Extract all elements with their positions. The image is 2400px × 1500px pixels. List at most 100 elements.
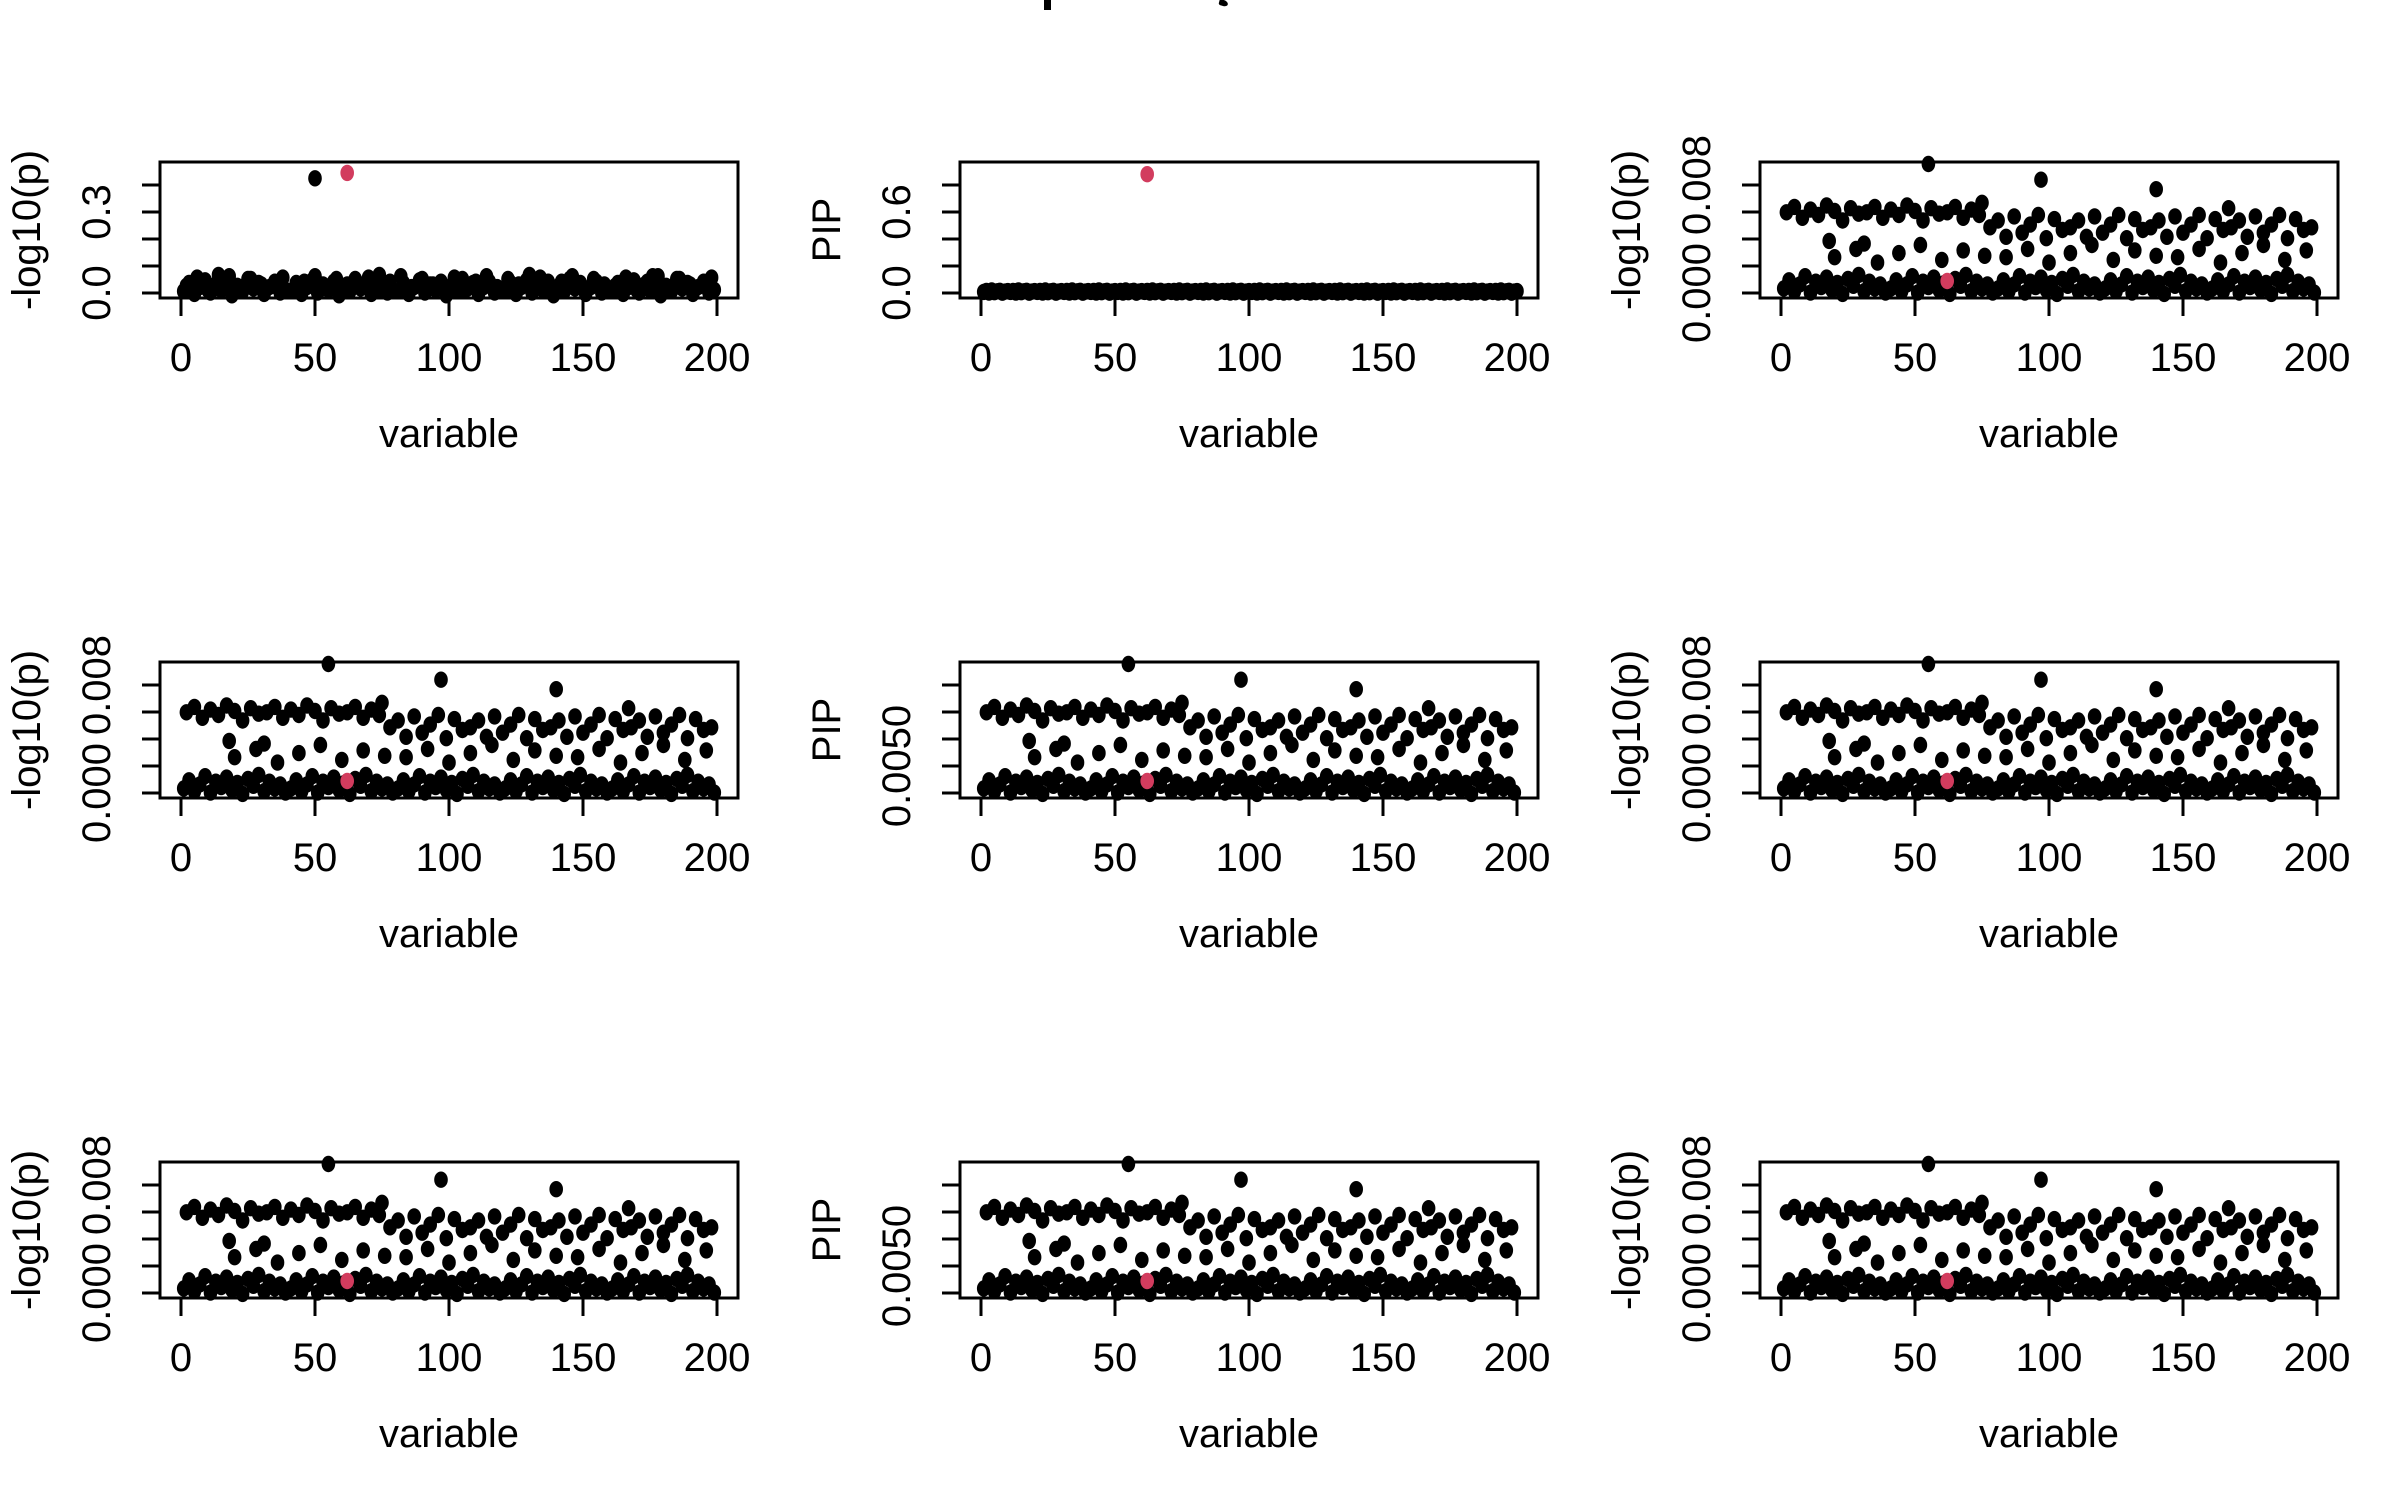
data-point [1921, 155, 1936, 173]
data-point [391, 712, 405, 729]
data-point [351, 277, 365, 294]
data-point [2066, 1266, 2080, 1284]
data-point [1478, 751, 1492, 769]
data-point [2232, 212, 2247, 229]
data-point [1977, 747, 1992, 764]
data-point [420, 1240, 435, 1258]
data-point [1991, 1212, 2005, 1229]
data-point [1341, 1269, 1355, 1286]
data-point [1159, 766, 1173, 784]
data-point [2050, 1285, 2064, 1303]
data-point [1191, 712, 1205, 729]
data-point [2119, 230, 2134, 247]
data-point [479, 268, 494, 285]
data-point [1319, 730, 1334, 747]
data-point [2039, 1230, 2054, 1247]
data-point [1105, 768, 1120, 785]
data-point [2007, 708, 2021, 725]
x-tick-label: 100 [416, 1336, 483, 1380]
data-point [2278, 251, 2292, 269]
data-point [2149, 247, 2163, 264]
data-point [1068, 1198, 1082, 1216]
data-point [2111, 1206, 2126, 1224]
data-point [528, 710, 542, 728]
data-point [2272, 706, 2287, 724]
data-point [678, 751, 692, 769]
data-point [683, 276, 697, 293]
data-point [2304, 1219, 2319, 1236]
data-point [343, 785, 357, 803]
data-point [1464, 785, 1479, 803]
data-point [707, 784, 722, 801]
y-tick-label: 0.0050 [875, 1205, 919, 1327]
y-axis-title: PIP [805, 698, 849, 762]
data-point [632, 1212, 647, 1229]
data-point [2047, 710, 2062, 728]
data-point [597, 276, 612, 293]
data-point [1499, 742, 1514, 759]
data-point [1035, 1212, 1050, 1229]
data-point [1472, 706, 1487, 724]
data-point [1022, 1232, 1036, 1250]
data-point [987, 698, 1002, 716]
data-point [2213, 754, 2228, 771]
data-point [704, 269, 719, 286]
data-point [557, 785, 571, 803]
data-point [1408, 1210, 1422, 1228]
data-point [305, 1268, 320, 1285]
data-point [519, 1268, 534, 1285]
data-point [1319, 1230, 1334, 1247]
data-point [235, 1212, 250, 1229]
data-point [1105, 1268, 1120, 1285]
data-point [613, 1254, 628, 1271]
data-point [570, 749, 585, 766]
data-point [1798, 268, 1812, 285]
data-point [1480, 1266, 1495, 1284]
data-point [1212, 768, 1227, 785]
panel-r2c2: 0 50 100 150 200 0.0050 variable PIP [800, 500, 1600, 1000]
data-point [568, 1208, 582, 1225]
data-point [1472, 1206, 1487, 1224]
data-point [1311, 706, 1326, 724]
x-tick-label: 200 [2284, 336, 2351, 380]
data-point [377, 747, 392, 764]
scatter-plot: 0 50 100 150 200 0.008 0.000 variable -log10(p) [5, 635, 750, 956]
data-point [2050, 785, 2064, 803]
data-point [1456, 736, 1471, 754]
data-point [1999, 249, 2013, 266]
data-point [235, 1285, 250, 1303]
data-point [377, 1247, 392, 1264]
data-point [1822, 1232, 1836, 1250]
data-point [1943, 785, 1957, 803]
data-point [1921, 655, 1936, 673]
data-point [1263, 744, 1278, 762]
data-point [549, 1247, 563, 1264]
data-point [316, 712, 330, 729]
data-point [1956, 242, 1970, 259]
data-point [2047, 1210, 2062, 1228]
data-point [1349, 1181, 1363, 1198]
data-point [372, 281, 387, 298]
data-point [375, 1194, 389, 1211]
scatter-plot: 0 50 100 150 200 0.008 0.000 variable -log10(p) [1605, 135, 2351, 456]
data-point [450, 1285, 464, 1303]
x-tick-label: 0 [170, 336, 192, 380]
x-tick-label: 100 [416, 336, 483, 380]
data-point [412, 1268, 427, 1285]
data-point [2071, 212, 2086, 229]
data-point [1247, 710, 1262, 728]
data-point [621, 700, 636, 717]
data-point [2170, 749, 2185, 766]
panel-r3c1: 0 50 100 150 200 0.008 0.000 variable -log10(p) [0, 1000, 800, 1500]
x-tick-label: 100 [416, 836, 483, 880]
data-point [2208, 210, 2222, 228]
data-point [1177, 1247, 1192, 1264]
y-tick-label: 0.000 [75, 1243, 119, 1343]
data-point [420, 740, 435, 758]
data-point [227, 749, 242, 766]
data-point [2227, 768, 2241, 785]
data-point [1199, 1228, 1213, 1245]
data-point [391, 1212, 405, 1229]
